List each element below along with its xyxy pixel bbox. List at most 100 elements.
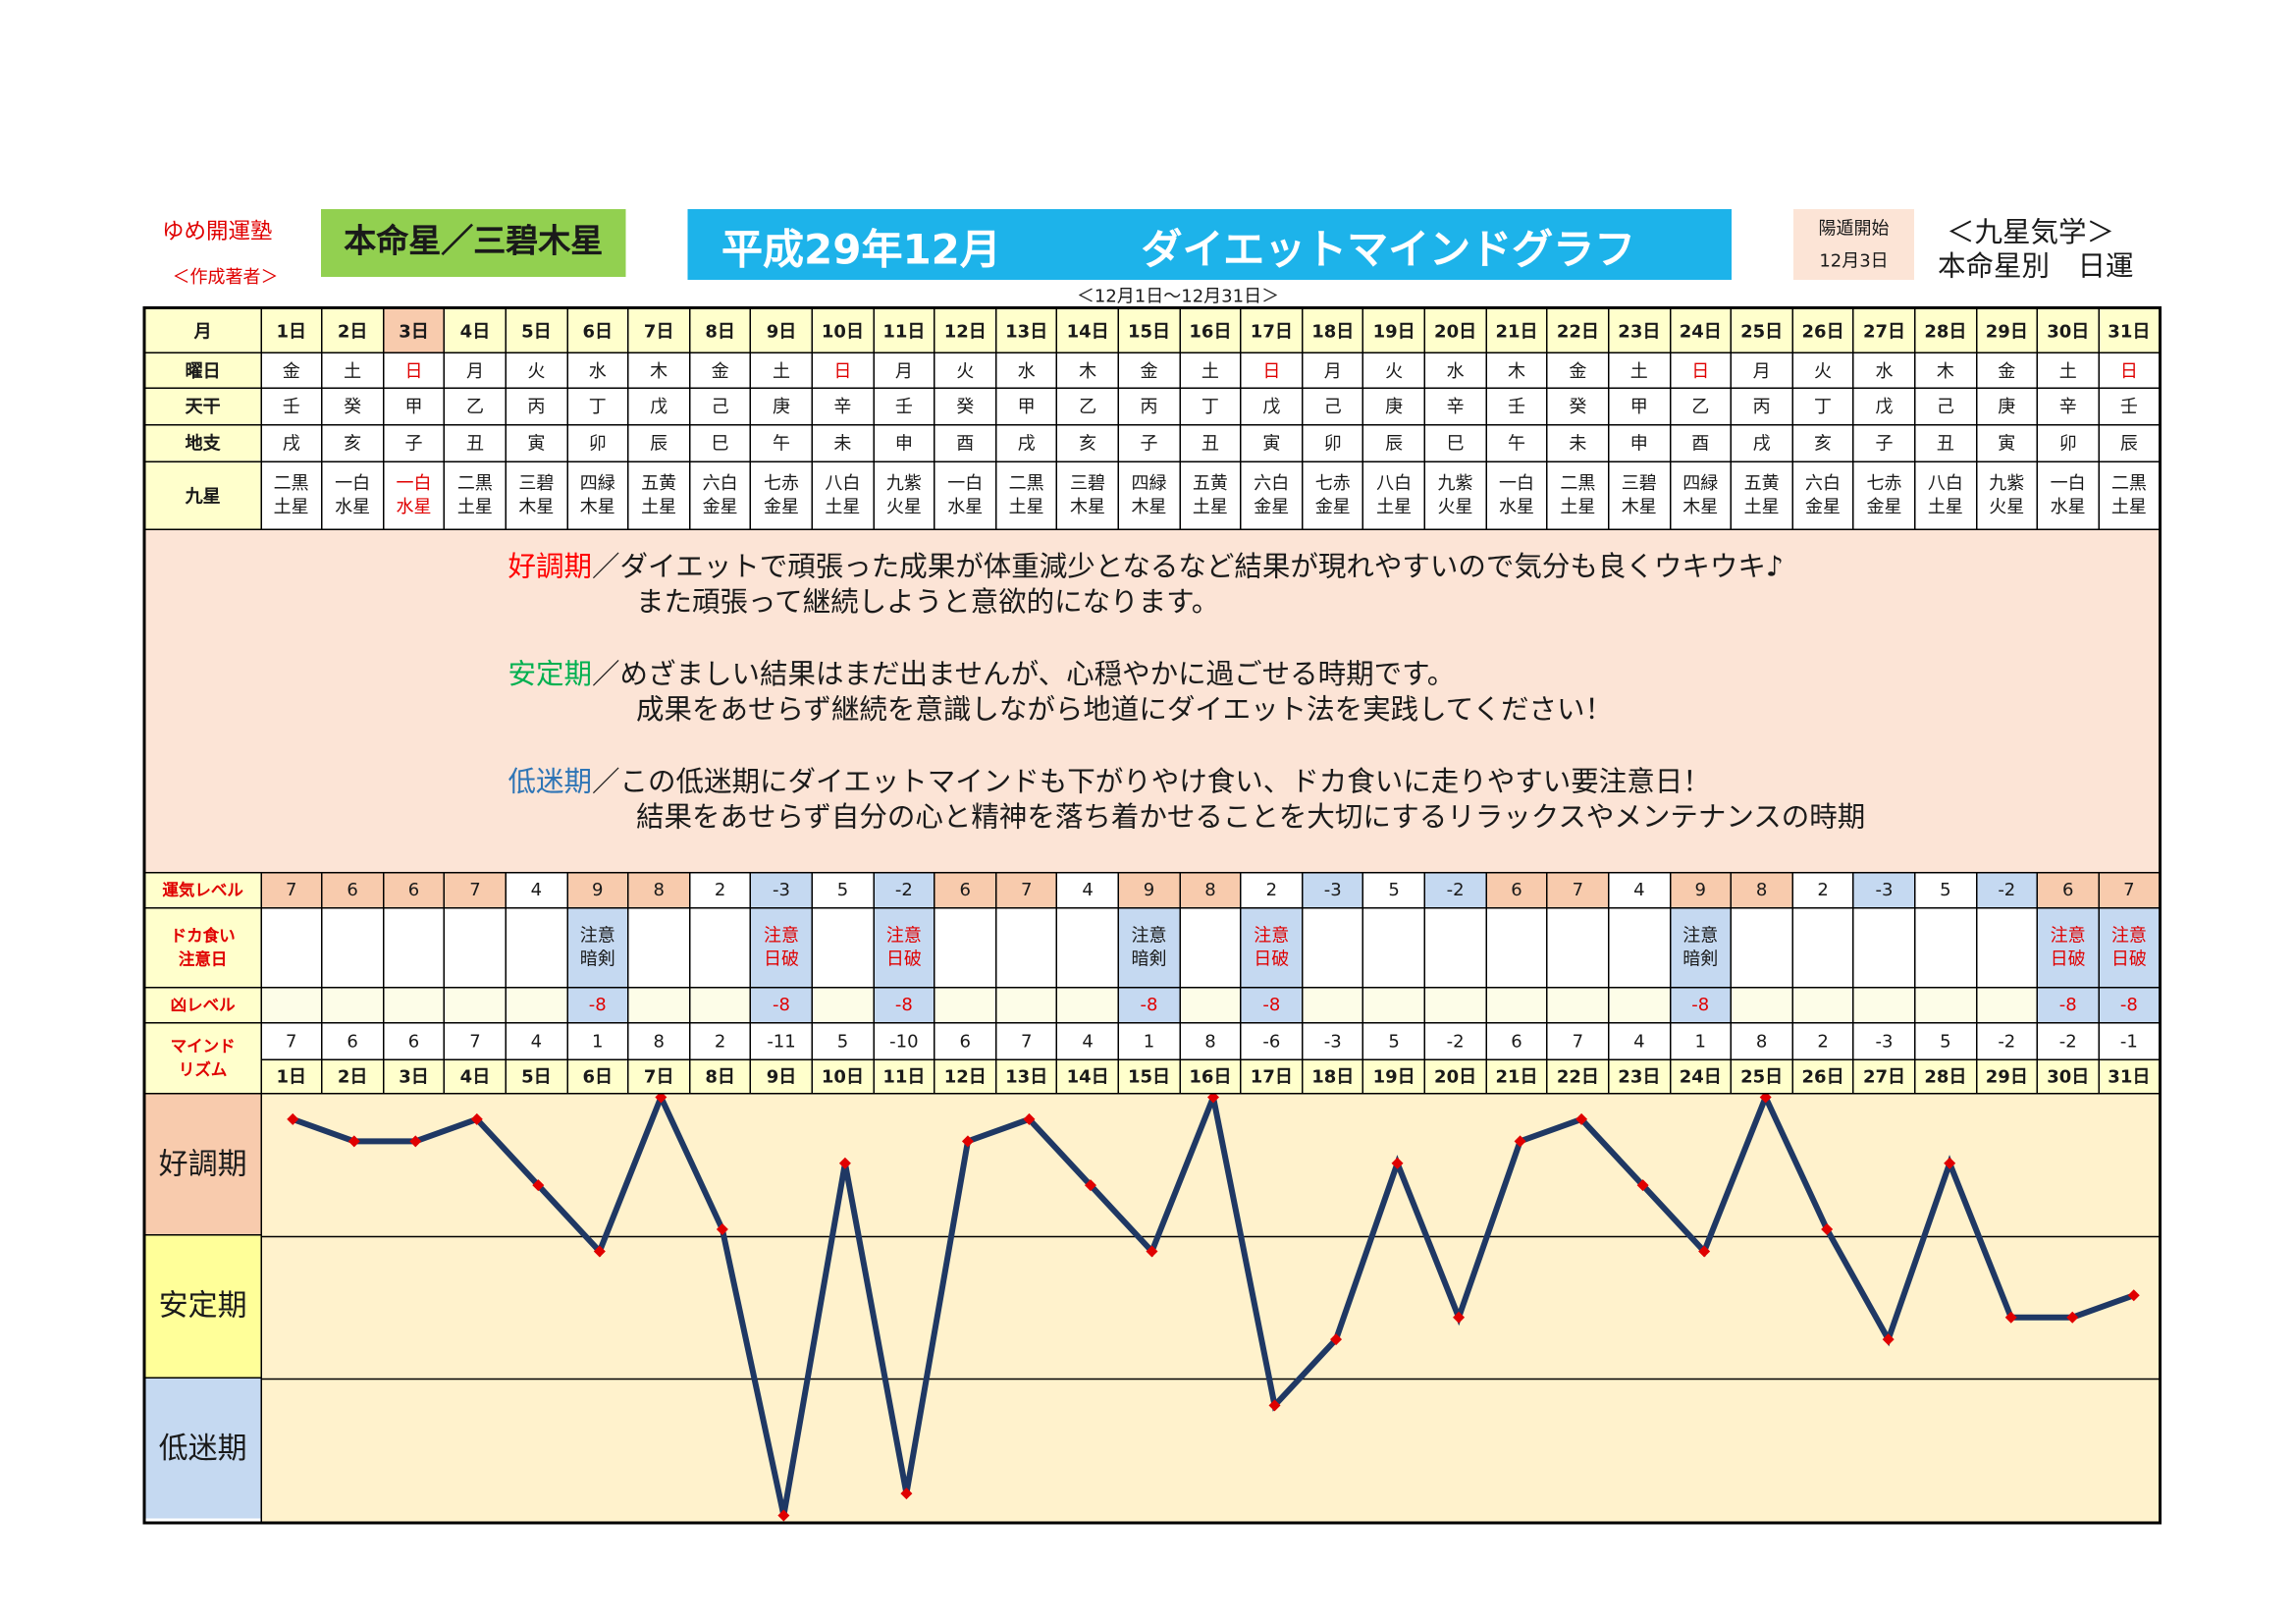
weekdays-cell: 火 xyxy=(1362,351,1426,389)
warning-text: 注意日破 xyxy=(2110,925,2147,969)
day-cell: 30日 xyxy=(2036,1057,2100,1094)
description-text: ／ダイエットで頑張った成果が体重減少となるなど結果が現れやすいので気分も良くウキ… xyxy=(592,550,1785,583)
kyusei-text: 四緑木星 xyxy=(579,472,615,517)
chishi-cell: 亥 xyxy=(321,423,385,462)
tenkan-cell: 甲 xyxy=(382,386,446,425)
tenkan-cell: 己 xyxy=(1301,386,1364,425)
day-cell: 31日 xyxy=(2098,306,2162,353)
day-cell: 14日 xyxy=(1056,306,1120,353)
day-cell: 28日 xyxy=(1913,306,1977,353)
unki-cell: 5 xyxy=(811,871,875,908)
mind-marker xyxy=(408,1134,421,1147)
chishi-cell: 未 xyxy=(1546,423,1610,462)
chishi-cell: 辰 xyxy=(2098,423,2162,462)
mind-marker xyxy=(1758,1094,1771,1103)
warning-cell: 注意日破 xyxy=(2036,906,2100,988)
kyusei-cell: 六白金星 xyxy=(688,460,752,530)
tenkan-cell: 戊 xyxy=(1240,386,1304,425)
weekdays-cell: 日 xyxy=(811,351,875,389)
mind-cell: -2 xyxy=(1975,1021,2039,1060)
table-row: 月 1日 2日 3日 4日 5日 6日 7日 8日 9日 10日 11日 12日 13日 14日 15日 16日… xyxy=(143,306,2162,353)
weekdays-cell: 月 xyxy=(1301,351,1364,389)
tenkan-cell: 丁 xyxy=(1791,386,1855,425)
youton-box: 陽遁開始 12月3日 xyxy=(1793,209,1914,280)
kyusei-text: 四緑木星 xyxy=(1131,472,1167,517)
description-block: 安定期／めざましい結果はまだ出ませんが、心穏やかに過ごせる時期です。 成果をあせら… xyxy=(508,656,2160,727)
day-cell: 6日 xyxy=(565,1057,629,1094)
unki-cell: -3 xyxy=(1301,871,1364,908)
unki-cell: 7 xyxy=(259,871,323,908)
weekdays-cell: 火 xyxy=(505,351,568,389)
table-row: 好調期／ダイエットで頑張った成果が体重減少となるなど結果が現れやすいので気分も良… xyxy=(143,527,2162,873)
mind-cell: 6 xyxy=(321,1021,385,1060)
kyusei-cell: 二黒土星 xyxy=(2098,460,2162,530)
warning-cell xyxy=(321,906,385,988)
mind-marker xyxy=(470,1112,483,1125)
tenkan-cell: 辛 xyxy=(2036,386,2100,425)
kyusei-text: 八白土星 xyxy=(825,472,861,517)
row-label-line: 注意日 xyxy=(178,949,228,970)
warning-text: 注意暗剣 xyxy=(579,925,615,969)
warning-cell xyxy=(1546,906,1610,988)
kyo-cell: -8 xyxy=(750,986,813,1023)
chishi-cell: 戌 xyxy=(994,423,1058,462)
row-label: ドカ食い 注意日 xyxy=(143,906,262,988)
mind-cell: 7 xyxy=(1546,1021,1610,1060)
author: ＜作成著者＞ xyxy=(172,266,279,288)
day-cell: 27日 xyxy=(1852,1057,1916,1094)
kyusei-cell: 七赤金星 xyxy=(1301,460,1364,530)
mind-cell: -11 xyxy=(750,1021,813,1060)
day-cell: 12日 xyxy=(934,306,997,353)
kyusei-cell: 五黄土星 xyxy=(1730,460,1793,530)
kyusei-text: 二黒土星 xyxy=(456,472,493,517)
kyusei-text: 二黒土星 xyxy=(1008,472,1044,517)
tenkan-cell: 丁 xyxy=(565,386,629,425)
kyusei-text: 一白水星 xyxy=(1498,472,1534,517)
kyusei-cell: 二黒土星 xyxy=(443,460,507,530)
tenkan-cell: 甲 xyxy=(994,386,1058,425)
day-cell: 25日 xyxy=(1730,1057,1793,1094)
day-cell: 12日 xyxy=(934,1057,997,1094)
weekdays-cell: 木 xyxy=(1913,351,1977,389)
title-box: 平成29年12月 ダイエットマインドグラフ xyxy=(687,209,1732,280)
tenkan-cell: 戊 xyxy=(1852,386,1916,425)
unki-cell: 7 xyxy=(2098,871,2162,908)
mind-marker xyxy=(1820,1222,1833,1235)
day-cell: 19日 xyxy=(1362,306,1426,353)
weekdays-cell: 火 xyxy=(1791,351,1855,389)
day-cell: 31日 xyxy=(2098,1057,2162,1094)
row-label: 地支 xyxy=(143,423,262,462)
warning-cell xyxy=(1730,906,1793,988)
tenkan-cell: 己 xyxy=(688,386,752,425)
day-cell: 18日 xyxy=(1301,1057,1364,1094)
kyo-cell xyxy=(1975,986,2039,1023)
kyo-cell xyxy=(321,986,385,1023)
kyusei-cell: 七赤金星 xyxy=(1852,460,1916,530)
weekdays-cell: 水 xyxy=(994,351,1058,389)
kyo-cell xyxy=(1178,986,1242,1023)
day-cell: 24日 xyxy=(1669,1057,1733,1094)
weekdays-cell: 日 xyxy=(2098,351,2162,389)
row-label: 凶レベル xyxy=(143,986,262,1023)
warning-cell xyxy=(1607,906,1671,988)
kyo-cell: -8 xyxy=(2036,986,2100,1023)
mind-cell: 5 xyxy=(1913,1021,1977,1060)
unki-cell: 7 xyxy=(994,871,1058,908)
unki-cell: 7 xyxy=(1546,871,1610,908)
chishi-cell: 辰 xyxy=(1362,423,1426,462)
kyusei-cell: 四緑木星 xyxy=(1669,460,1733,530)
mind-cell: 4 xyxy=(1607,1021,1671,1060)
row-label: 運気レベル xyxy=(143,871,262,908)
mind-cell: -3 xyxy=(1852,1021,1916,1060)
day-cell: 20日 xyxy=(1423,1057,1487,1094)
chishi-cell: 寅 xyxy=(1975,423,2039,462)
mind-cell: 4 xyxy=(505,1021,568,1060)
row-label: マインド リズム xyxy=(143,1021,262,1094)
mind-marker xyxy=(2003,1310,2016,1323)
unki-cell: 2 xyxy=(1791,871,1855,908)
weekdays-cell: 月 xyxy=(1730,351,1793,389)
unki-cell: -2 xyxy=(1423,871,1487,908)
unki-cell: -2 xyxy=(872,871,935,908)
unki-cell: 8 xyxy=(627,871,691,908)
chishi-cell: 子 xyxy=(1117,423,1181,462)
